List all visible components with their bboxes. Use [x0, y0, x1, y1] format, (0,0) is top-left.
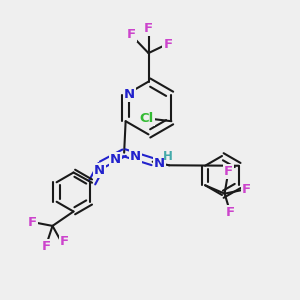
Text: F: F — [164, 38, 172, 51]
Text: N: N — [124, 88, 135, 101]
Text: N: N — [110, 153, 121, 166]
Text: N: N — [94, 164, 105, 177]
Text: H: H — [163, 150, 172, 164]
Text: F: F — [42, 240, 51, 253]
Text: Cl: Cl — [140, 112, 154, 125]
Text: F: F — [226, 206, 235, 219]
Text: F: F — [224, 165, 233, 178]
Text: F: F — [144, 22, 153, 35]
Text: F: F — [60, 235, 69, 248]
Text: N: N — [130, 150, 141, 163]
Text: F: F — [28, 216, 37, 229]
Text: F: F — [127, 28, 136, 41]
Text: F: F — [242, 183, 251, 196]
Text: N: N — [154, 157, 165, 170]
